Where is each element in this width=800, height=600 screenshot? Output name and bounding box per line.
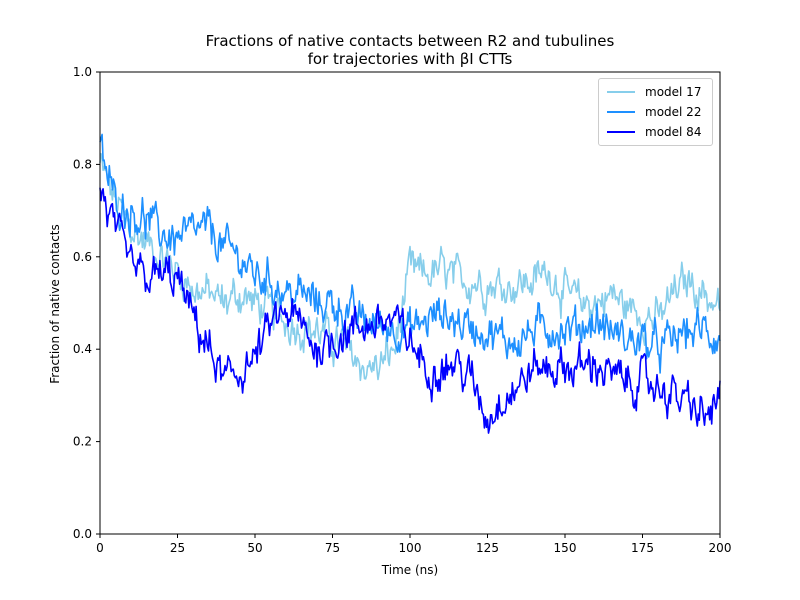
x-tick-label-200: 200: [709, 541, 732, 555]
y-tick-label-0.0: 0.0: [73, 527, 92, 541]
x-tick-label-175: 175: [631, 541, 654, 555]
y-tick-label-1.0: 1.0: [73, 65, 92, 79]
chart-title-line-2: for trajectories with βI CTTs: [307, 50, 513, 68]
legend-label-model-84: model 84: [645, 125, 702, 139]
x-tick-label-75: 75: [325, 541, 340, 555]
x-tick-label-100: 100: [399, 541, 422, 555]
ticks-layer: 0 25 50 75 100 125 150 175 200 0.0 0.2 0.4 0.6 0.8 1.0: [73, 65, 732, 555]
y-tick-label-0.6: 0.6: [73, 250, 92, 264]
legend-item-model-84: model 84: [607, 122, 701, 142]
series-layer: [99, 133, 721, 434]
legend-item-model-22: model 22: [607, 102, 701, 122]
y-tick-label-0.2: 0.2: [73, 435, 92, 449]
legend-swatch-model-17: [607, 91, 635, 93]
x-tick-label-125: 125: [476, 541, 499, 555]
y-tick-label-0.4: 0.4: [73, 342, 92, 356]
legend: model 17 model 22 model 84: [598, 78, 713, 146]
x-tick-label-150: 150: [554, 541, 577, 555]
legend-label-model-17: model 17: [645, 85, 702, 99]
chart-title-line-1: Fractions of native contacts between R2 …: [205, 32, 615, 50]
legend-swatch-model-84: [607, 131, 635, 133]
series-line-model-17: [99, 152, 721, 382]
y-tick-label-0.8: 0.8: [73, 157, 92, 171]
series-line-model-22: [99, 133, 721, 374]
legend-swatch-model-22: [607, 111, 635, 113]
x-tick-label-25: 25: [170, 541, 185, 555]
x-tick-label-50: 50: [247, 541, 262, 555]
x-tick-label-0: 0: [96, 541, 104, 555]
series-line-model-84: [99, 187, 721, 434]
legend-label-model-22: model 22: [645, 105, 702, 119]
x-axis-label: Time (ns): [381, 563, 439, 577]
legend-item-model-17: model 17: [607, 82, 701, 102]
y-axis-label: Fraction of native contacts: [48, 224, 62, 384]
